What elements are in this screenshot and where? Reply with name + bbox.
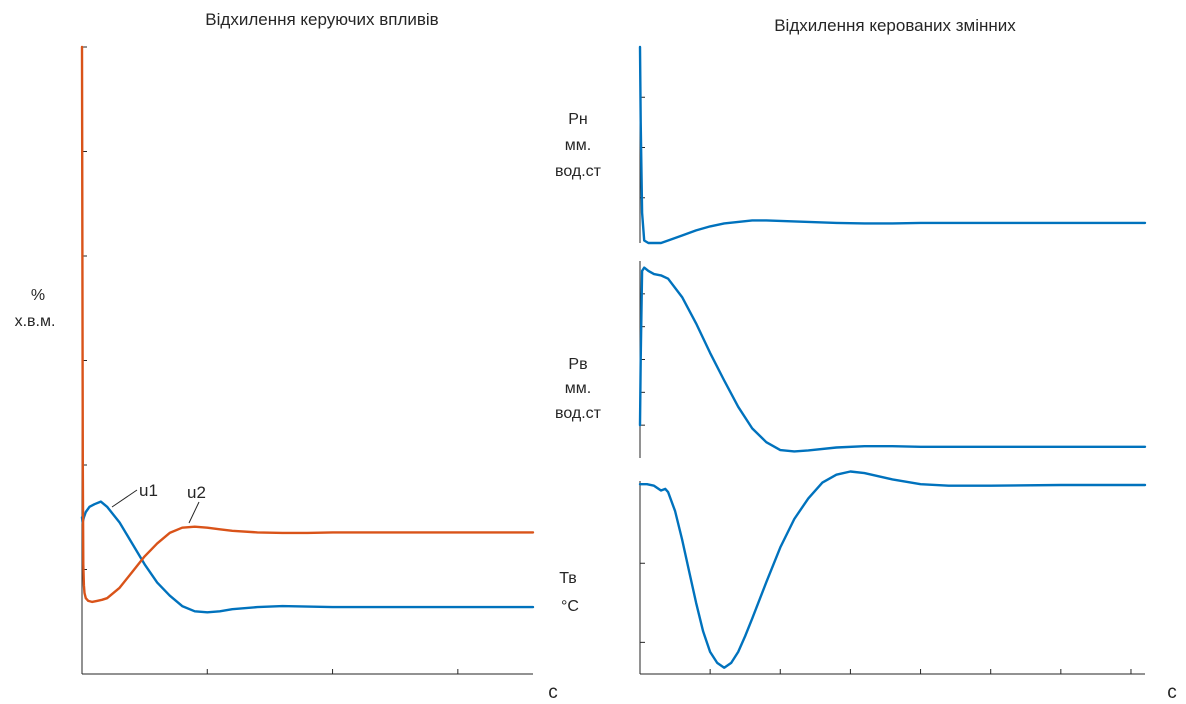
left-ylabel-line-1: % [31, 287, 45, 304]
tv-series-line [638, 470, 1147, 669]
pv-ylabel-line-3: вод.ст [555, 405, 602, 422]
pn-ylabel-line-2: мм. [565, 137, 591, 154]
pn-ylabel-line-3: вод.ст [555, 163, 602, 180]
pn-ylabel-line-1: Pн [568, 111, 588, 128]
right-x-unit: с [1167, 682, 1177, 703]
left-ylabel-line-2: х.в.м. [15, 313, 56, 330]
series-u2-line [80, 45, 535, 604]
annotation-u2-leader [188, 501, 200, 524]
left-chart: Відхилення керуючих впливів % х.в.м. с u… [15, 10, 558, 703]
left-series [80, 45, 535, 614]
pv-ylabel-line-2: мм. [565, 380, 591, 397]
annotation-u1: u1 [139, 481, 158, 500]
pn-series-line [638, 45, 1147, 245]
right-axes [639, 47, 1145, 675]
series-u1-line [80, 500, 535, 614]
tv-ylabel-line-2: °С [561, 598, 579, 615]
annotation-u1-leader [111, 489, 138, 508]
pv-ylabel-line-1: Pв [568, 356, 587, 373]
left-x-unit: с [548, 682, 558, 703]
right-series [638, 45, 1147, 669]
right-chart-title: Відхилення керованих змінних [774, 16, 1016, 35]
right-chart: Відхилення керованих змінних с Pн мм. во… [555, 16, 1177, 703]
left-chart-title: Відхилення керуючих впливів [205, 10, 438, 29]
tv-ylabel-line-1: Тв [559, 570, 577, 587]
annotation-u2: u2 [187, 483, 206, 502]
left-annotations: u1 u2 [139, 481, 206, 502]
left-axes [81, 46, 533, 675]
pv-series-line [638, 266, 1147, 453]
